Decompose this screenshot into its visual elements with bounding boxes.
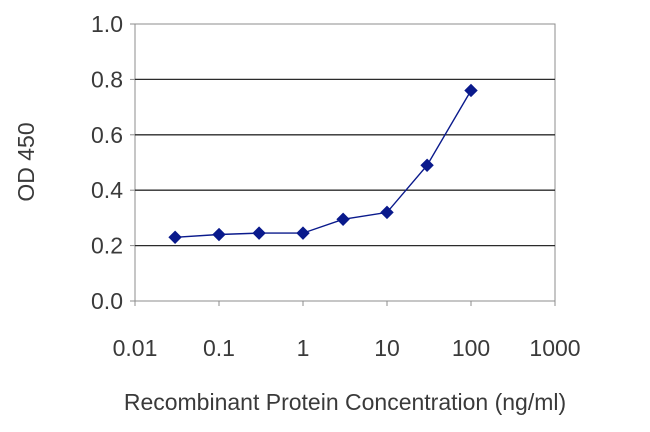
y-axis: 0.0 0.2 0.4 0.6 0.8 1.0	[91, 11, 135, 314]
data-point	[296, 226, 310, 240]
y-tick-label: 0.8	[91, 66, 123, 92]
grid-layer	[135, 78, 555, 247]
data-point	[420, 158, 434, 172]
y-tick-label: 0.2	[91, 233, 123, 259]
data-point	[212, 227, 226, 242]
x-tick-label: 100	[452, 335, 490, 361]
plot-area	[134, 23, 556, 302]
x-tick-label: 0.01	[113, 335, 158, 361]
series-line	[175, 90, 472, 238]
points-layer	[168, 83, 478, 244]
y-tick-label: 0.0	[91, 288, 123, 314]
y-tick-label: 0.4	[91, 177, 123, 203]
x-axis: 0.01 0.1 1 10 100 1000	[113, 301, 581, 361]
data-point	[336, 212, 350, 226]
x-tick-label: 1000	[529, 335, 580, 361]
y-axis-title: OD 450	[13, 122, 39, 201]
x-tick-label: 10	[374, 335, 400, 361]
data-point	[464, 83, 478, 98]
data-point	[380, 205, 394, 220]
x-tick-label: 1	[297, 335, 310, 361]
series-layer	[175, 90, 472, 238]
y-tick-label: 1.0	[91, 11, 123, 37]
data-point	[168, 230, 182, 244]
data-point	[252, 226, 266, 240]
x-axis-title: Recombinant Protein Concentration (ng/ml…	[124, 389, 566, 415]
y-tick-label: 0.6	[91, 122, 123, 148]
x-tick-label: 0.1	[203, 335, 235, 361]
